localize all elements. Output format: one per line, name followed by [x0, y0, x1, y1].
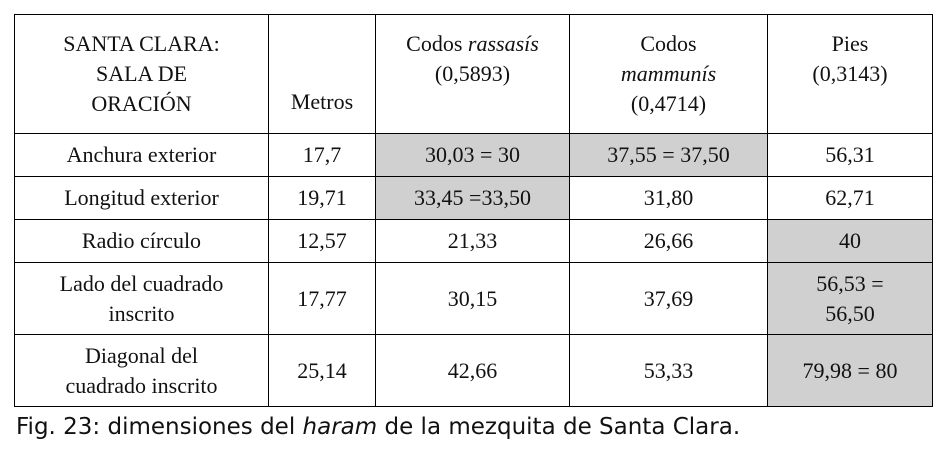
header-line: SANTA CLARA:: [63, 31, 220, 56]
cell: 42,66: [375, 334, 570, 407]
header-label: Codos: [406, 31, 463, 56]
row-label: Radio círculo: [14, 219, 269, 263]
cell: 30,03 = 30: [375, 133, 570, 177]
cell: 12,57: [268, 219, 376, 263]
cell: 17,7: [268, 133, 376, 177]
cell: 37,55 = 37,50: [569, 133, 768, 177]
cell: 56,31: [767, 133, 933, 177]
row-label: Anchura exterior: [14, 133, 269, 177]
cell: 40: [767, 219, 933, 263]
header-cell: Pies (0,3143): [767, 14, 933, 134]
caption-italic: haram: [302, 414, 378, 440]
row-label: Diagonal del cuadrado inscrito: [14, 334, 269, 407]
cell: 30,15: [375, 262, 570, 335]
row: Diagonal del cuadrado inscrito 25,14 42,…: [14, 334, 933, 407]
row-label: Lado del cuadrado inscrito: [14, 262, 269, 335]
cell: 21,33: [375, 219, 570, 263]
header-label: Pies: [831, 31, 869, 56]
cell: 56,53 = 56,50: [767, 262, 933, 335]
cell: 37,69: [569, 262, 768, 335]
row: Anchura exterior 17,7 30,03 = 30 37,55 =…: [14, 133, 933, 177]
table-body: Anchura exterior 17,7 30,03 = 30 37,55 =…: [14, 133, 933, 407]
cell: 31,80: [569, 176, 768, 220]
header-label: Codos: [640, 31, 697, 56]
header-label: Metros: [290, 89, 354, 114]
header-line: SALA DE: [95, 61, 188, 86]
header-cell: SANTA CLARA: SALA DE ORACIÓN: [14, 14, 269, 134]
cell: 33,45 =33,50: [375, 176, 570, 220]
table-header: SANTA CLARA: SALA DE ORACIÓN Metros Codos …: [14, 14, 933, 134]
header-factor: (0,5893): [434, 61, 511, 86]
data-table: SANTA CLARA: SALA DE ORACIÓN Metros Codos …: [14, 14, 933, 407]
cell: 26,66: [569, 219, 768, 263]
header-cell: Codos rassasís (0,5893): [375, 14, 570, 134]
row-label: Longitud exterior: [14, 176, 269, 220]
cell: 53,33: [569, 334, 768, 407]
header-label-italic: rassasís: [467, 31, 539, 56]
header-line: ORACIÓN: [91, 91, 192, 116]
header-factor: (0,4714): [630, 91, 707, 116]
row: Longitud exterior 19,71 33,45 =33,50 31,…: [14, 176, 933, 220]
caption: Fig. 23: dimensiones del haram de la mez…: [16, 414, 740, 440]
caption-text: de la mezquita de Santa Clara.: [384, 414, 741, 440]
header-label-italic: mammunís: [620, 61, 717, 86]
caption-text: Fig. 23: dimensiones del: [16, 414, 296, 440]
cell: 19,71: [268, 176, 376, 220]
header-row: SANTA CLARA: SALA DE ORACIÓN Metros Codos …: [14, 14, 933, 134]
cell: 17,77: [268, 262, 376, 335]
row: Radio círculo 12,57 21,33 26,66 40: [14, 219, 933, 263]
cell: 79,98 = 80: [767, 334, 933, 407]
cell: 62,71: [767, 176, 933, 220]
header-cell: Codos mammunís (0,4714): [569, 14, 768, 134]
row: Lado del cuadrado inscrito 17,77 30,15 3…: [14, 262, 933, 335]
header-cell: Metros: [268, 14, 376, 134]
header-factor: (0,3143): [812, 61, 888, 86]
cell: 25,14: [268, 334, 376, 407]
